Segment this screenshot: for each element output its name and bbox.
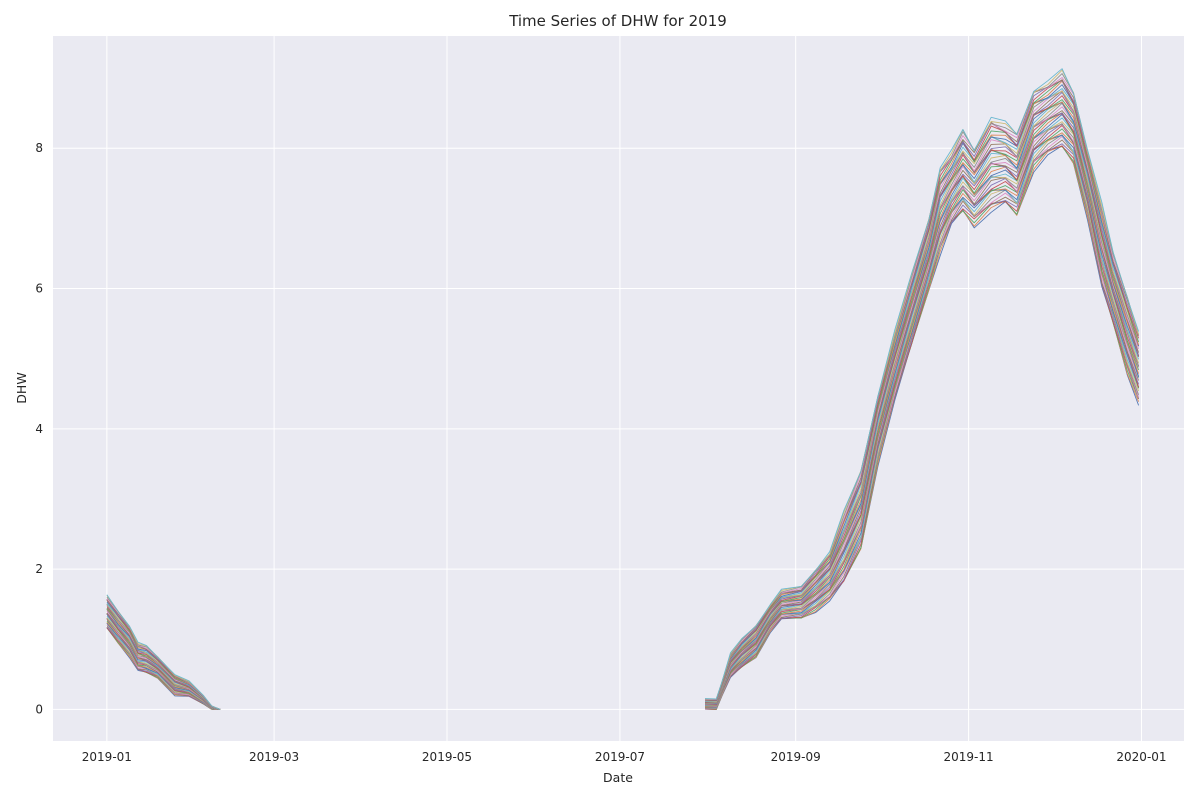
series-line [704, 124, 1140, 707]
series-line [106, 594, 221, 710]
series-line [704, 112, 1140, 706]
x-tick-label: 2019-09 [771, 750, 821, 764]
series-line [704, 80, 1140, 701]
series-line [704, 134, 1140, 709]
series-line [704, 79, 1140, 701]
series-line [704, 135, 1140, 709]
series-line [704, 79, 1140, 701]
x-axis-ticks: 2019-01 2019-03 2019-05 2019-07 2019-09 2019-… [82, 750, 1167, 764]
x-tick-label: 2019-01 [82, 750, 132, 764]
series-line [704, 102, 1140, 704]
y-axis-label: DHW [14, 372, 29, 403]
series-line [704, 123, 1140, 708]
x-tick-label: 2019-11 [944, 750, 994, 764]
y-tick-label: 4 [35, 422, 43, 436]
series-lines [106, 68, 1140, 710]
x-tick-label: 2019-05 [422, 750, 472, 764]
series-line [704, 90, 1140, 703]
grid-lines [53, 36, 1184, 741]
x-axis-label: Date [603, 770, 633, 785]
chart-title: Time Series of DHW for 2019 [508, 12, 727, 30]
series-line [704, 68, 1140, 700]
x-tick-label: 2020-01 [1116, 750, 1166, 764]
series-line [704, 101, 1140, 705]
x-tick-label: 2019-03 [249, 750, 299, 764]
y-tick-label: 8 [35, 141, 43, 155]
series-line [704, 113, 1140, 706]
series-line [704, 146, 1140, 710]
series-line [704, 101, 1140, 704]
y-axis-ticks: 0 2 4 6 8 [35, 141, 43, 716]
y-tick-label: 0 [35, 702, 43, 716]
series-line [704, 91, 1140, 703]
series-line [704, 90, 1140, 703]
y-tick-label: 2 [35, 562, 43, 576]
x-tick-label: 2019-07 [595, 750, 645, 764]
y-tick-label: 6 [35, 282, 43, 296]
series-line [704, 145, 1140, 710]
